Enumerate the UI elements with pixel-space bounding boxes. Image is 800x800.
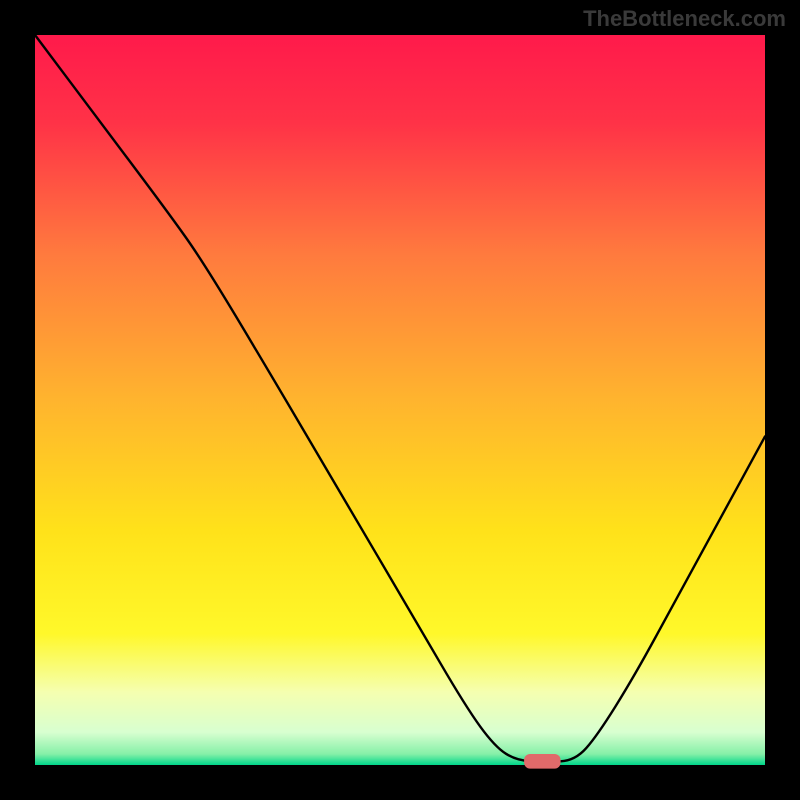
optimal-marker xyxy=(524,754,561,769)
watermark-text: TheBottleneck.com xyxy=(583,6,786,32)
bottleneck-chart-svg xyxy=(0,0,800,800)
gradient-plot-area xyxy=(35,35,765,765)
chart-container: { "watermark": { "text": "TheBottleneck.… xyxy=(0,0,800,800)
